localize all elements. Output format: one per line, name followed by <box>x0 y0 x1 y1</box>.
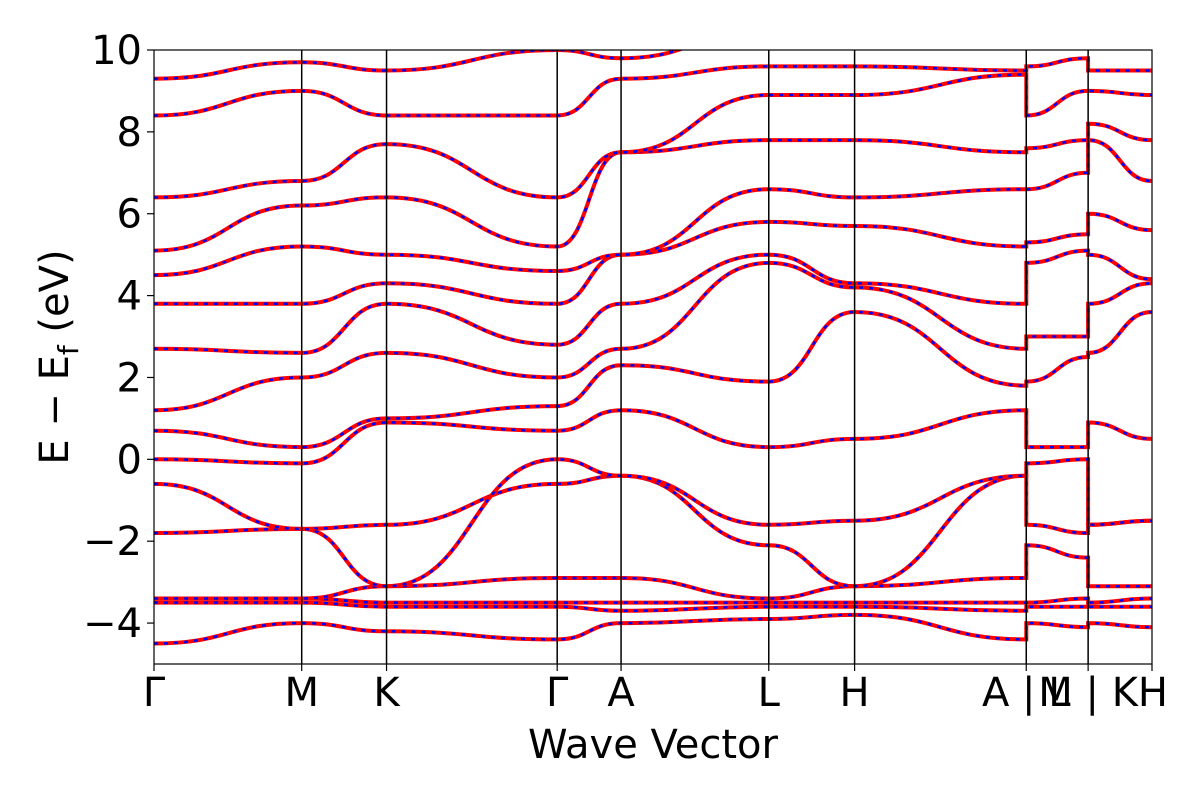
y-tick-label: 0 <box>117 437 142 483</box>
y-tick-label: 4 <box>117 274 142 320</box>
band-line-interpolated <box>154 73 1152 199</box>
x-tick-label: Γ <box>546 670 569 716</box>
y-tick-label: −2 <box>83 519 142 565</box>
band-line-interpolated <box>154 249 1152 355</box>
band-line-dft <box>154 138 1152 278</box>
x-tick-label: M <box>284 670 319 716</box>
y-axis-label-subscript: f <box>52 344 85 355</box>
x-tick-label: M | K <box>1038 670 1139 716</box>
x-tick-label: Γ <box>143 670 166 716</box>
y-tick-label: −4 <box>83 601 142 647</box>
band-line-dft <box>154 408 1152 466</box>
x-tick-label: H <box>1138 670 1168 716</box>
band-line-interpolated <box>154 613 1152 645</box>
x-tick-label: L <box>758 670 781 716</box>
x-tick-label: K <box>373 670 401 716</box>
band-line-interpolated <box>154 601 1152 613</box>
band-line-interpolated <box>154 310 1152 449</box>
x-tick-label: H <box>840 670 870 716</box>
band-line-interpolated <box>154 458 1152 588</box>
y-axis: 10 8 6 4 2 0 −2 −4 <box>83 28 154 647</box>
y-tick-label: 6 <box>117 192 142 238</box>
y-axis-label-unit: (eV) <box>32 249 78 345</box>
y-tick-label: 2 <box>117 355 142 401</box>
band-line-interpolated <box>154 50 682 80</box>
band-line-interpolated <box>154 122 1152 252</box>
x-tick-label: A | L <box>982 670 1071 716</box>
x-axis-label: Wave Vector <box>528 722 779 768</box>
y-tick-label: 10 <box>91 28 142 74</box>
y-axis-label-main: E − E <box>32 355 78 465</box>
band-line-interpolated <box>154 597 1152 604</box>
kpoint-vertical-lines <box>300 50 1089 664</box>
band-line-interpolated <box>154 474 1152 588</box>
y-axis-label: E − Ef (eV) <box>32 249 85 464</box>
band-line-interpolated <box>154 544 1152 600</box>
band-line-dft <box>154 211 1152 306</box>
band-line-interpolated <box>154 56 1152 117</box>
x-tick-label: A <box>607 670 635 716</box>
band-line-interpolated <box>154 261 1152 412</box>
plot-frame <box>153 49 1153 665</box>
y-tick-label: 8 <box>117 110 142 156</box>
